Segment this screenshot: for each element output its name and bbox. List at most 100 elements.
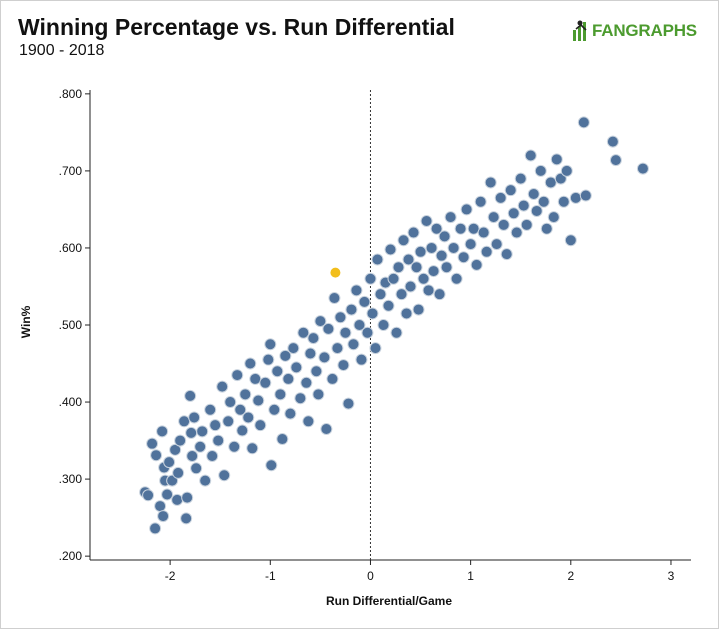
chart-axes (85, 90, 691, 565)
data-point (480, 245, 493, 258)
data-point (157, 510, 170, 523)
data-point (371, 253, 384, 266)
data-point (397, 234, 410, 247)
y-tick-label: .200 (59, 549, 83, 563)
data-point (228, 440, 241, 453)
data-point (294, 392, 307, 405)
data-point (188, 411, 201, 424)
data-point (579, 189, 592, 202)
data-point (557, 195, 570, 208)
x-axis-title: Run Differential/Game (326, 594, 452, 608)
data-point (149, 522, 162, 535)
y-tick-label: .500 (59, 318, 83, 332)
data-point (417, 272, 430, 285)
data-point (276, 433, 289, 446)
data-point (560, 164, 573, 177)
data-point (224, 396, 237, 409)
data-point (156, 425, 169, 438)
y-tick-label: .300 (59, 472, 83, 486)
data-point (369, 342, 382, 355)
data-point (524, 149, 537, 162)
chart-subtitle: 1900 - 2018 (19, 42, 105, 59)
data-point (435, 249, 448, 262)
data-point (163, 456, 176, 469)
data-point (390, 326, 403, 339)
data-point (236, 424, 249, 437)
data-point (196, 425, 209, 438)
data-point (507, 207, 520, 220)
data-point (609, 154, 622, 167)
data-point (190, 462, 203, 475)
data-point (322, 322, 335, 335)
data-point (374, 288, 387, 301)
data-point (440, 261, 453, 274)
data-point (199, 474, 212, 487)
fangraphs-logo-icon (572, 20, 592, 42)
data-point (204, 403, 217, 416)
fangraphs-logo[interactable]: FANGRAPHS (572, 20, 697, 42)
data-point (517, 199, 530, 212)
data-point (460, 203, 473, 216)
data-point (353, 319, 366, 331)
data-point (169, 443, 182, 456)
data-point (265, 459, 278, 472)
data-point (377, 319, 390, 331)
data-point (577, 116, 590, 129)
data-point (268, 403, 281, 416)
data-point (216, 380, 229, 393)
data-point (430, 222, 443, 235)
data-point (361, 326, 374, 339)
data-point (339, 326, 352, 339)
data-point (504, 184, 517, 197)
data-point (246, 442, 259, 455)
data-point (447, 241, 460, 254)
data-point (477, 226, 490, 239)
data-point (307, 332, 320, 345)
data-point (420, 214, 433, 227)
data-point (239, 388, 252, 401)
y-tick-label: .800 (59, 87, 83, 101)
data-point (342, 397, 355, 410)
data-point (254, 419, 267, 432)
data-point (185, 426, 198, 439)
data-point (569, 191, 582, 204)
data-point (252, 394, 265, 407)
data-point (395, 288, 408, 301)
data-point (184, 389, 197, 402)
data-point (438, 230, 451, 243)
data-point (467, 222, 480, 235)
highlight-point (329, 266, 342, 279)
data-point (284, 407, 297, 420)
data-point (171, 493, 184, 506)
data-point (407, 226, 420, 239)
data-point (412, 303, 425, 316)
data-point (457, 251, 470, 264)
data-point (500, 248, 513, 261)
x-tick-label: -1 (265, 569, 276, 583)
data-point (527, 188, 540, 201)
data-point (142, 489, 155, 502)
data-point (264, 338, 277, 351)
fangraphs-logo-text: FANGRAPHS (592, 21, 697, 40)
data-point (366, 307, 379, 320)
data-point (194, 440, 207, 453)
data-point (387, 272, 400, 285)
data-point (450, 272, 463, 285)
data-point (282, 372, 295, 385)
data-point (454, 222, 467, 235)
data-point (464, 238, 477, 251)
data-points (139, 116, 649, 535)
data-point (530, 204, 543, 217)
data-point (312, 388, 325, 401)
data-point (320, 423, 333, 436)
data-point (427, 265, 440, 278)
data-point (550, 153, 563, 166)
data-point (161, 488, 174, 501)
x-tick-label: 0 (367, 569, 374, 583)
data-point (606, 135, 619, 148)
data-point (392, 261, 405, 274)
data-point (347, 338, 360, 351)
data-point (514, 172, 527, 185)
data-point (178, 415, 191, 428)
data-point (547, 211, 560, 224)
